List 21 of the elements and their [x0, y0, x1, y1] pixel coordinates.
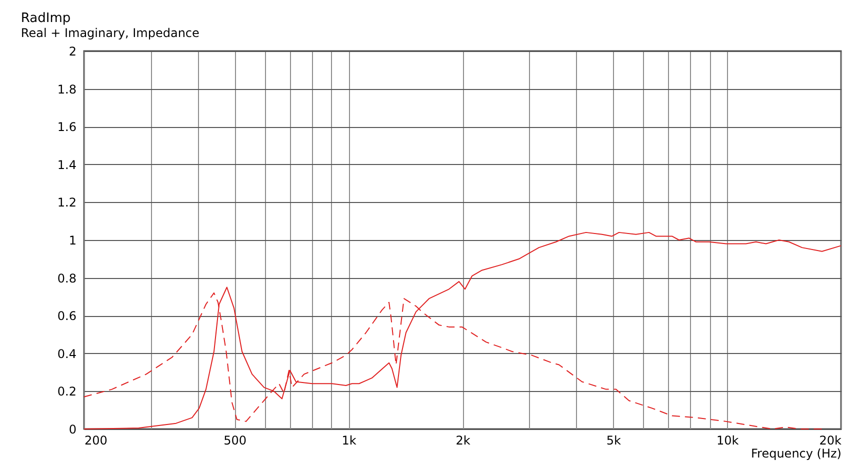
x-tick-label: 200 [84, 434, 108, 448]
y-tick-label: 0.4 [57, 346, 76, 361]
x-tick-label: 5k [606, 434, 621, 448]
x-tick-label: 20k [819, 434, 842, 448]
y-tick-label: 2 [68, 44, 76, 58]
y-tick-label: 1 [68, 234, 76, 248]
y-tick-label: 1.2 [57, 196, 76, 210]
x-tick-label: 10k [716, 434, 739, 448]
x-tick-label: 2k [456, 434, 470, 448]
chart-title: RadImp [20, 11, 71, 26]
y-tick-label: 0.2 [57, 384, 76, 399]
chart-subtitle: Real + Imaginary, Impedance [20, 26, 200, 40]
y-tick-label: 0 [68, 422, 76, 436]
y-tick-label: 1.4 [57, 158, 76, 172]
x-tick-label: 500 [224, 434, 247, 448]
y-tick-label: 1.6 [57, 120, 76, 134]
y-tick-label: 1.8 [57, 82, 76, 96]
x-tick-label: 1k [342, 434, 356, 448]
y-tick-label: 0.6 [57, 309, 76, 324]
y-tick-label: 0.8 [57, 271, 76, 286]
x-axis-title: Frequency (Hz) [751, 446, 842, 460]
